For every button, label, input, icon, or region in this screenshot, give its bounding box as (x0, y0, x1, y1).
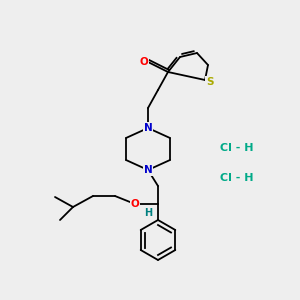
Text: N: N (144, 165, 152, 175)
Text: N: N (144, 123, 152, 133)
Text: Cl - H: Cl - H (220, 143, 254, 153)
Text: H: H (144, 208, 152, 218)
Text: S: S (206, 77, 214, 87)
Text: O: O (140, 57, 148, 67)
Text: O: O (130, 199, 140, 209)
Text: Cl - H: Cl - H (220, 173, 254, 183)
